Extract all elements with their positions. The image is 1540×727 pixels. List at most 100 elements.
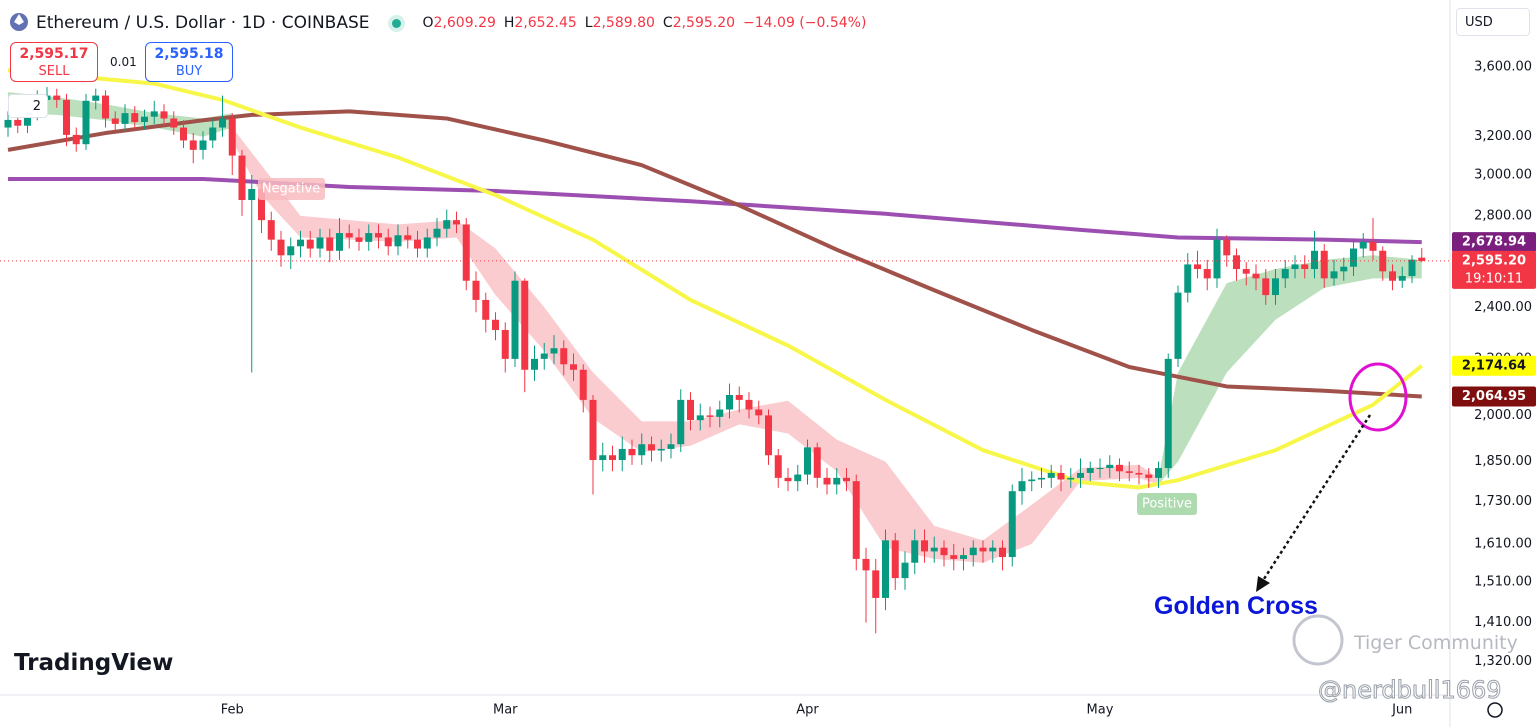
candle-body <box>267 220 275 240</box>
candle-body <box>297 239 304 247</box>
candle-body <box>1008 491 1016 558</box>
candle-body <box>121 113 129 124</box>
candle-body <box>960 555 967 559</box>
y-tick-label: 2,400.00 <box>1474 300 1532 315</box>
candle-body <box>823 477 831 485</box>
candle-body <box>813 447 821 478</box>
candle-body <box>150 111 158 117</box>
candle-body <box>1038 477 1045 480</box>
arrow-head <box>1256 576 1270 592</box>
candle-body <box>1086 468 1094 473</box>
candle-body <box>1252 273 1260 279</box>
candle-body <box>472 280 480 300</box>
candle-body <box>852 481 860 559</box>
candle-body <box>579 369 587 400</box>
candle-body <box>14 119 22 126</box>
candle-body <box>755 409 763 416</box>
candle-body <box>141 116 148 123</box>
indicators-toggle[interactable]: 2 <box>8 94 48 118</box>
candle-body <box>1359 241 1367 249</box>
symbol[interactable]: Ethereum / U.S. Dollar · 1D · COINBASE <box>36 13 370 33</box>
candle-body <box>453 220 460 225</box>
watermark: @nerdbull1669 <box>1318 676 1503 705</box>
candle-body <box>1242 269 1250 274</box>
candle-body <box>687 399 694 421</box>
buy-label: BUY <box>175 64 203 79</box>
candle-body <box>287 246 295 256</box>
buy-price: 2,595.18 <box>154 46 224 62</box>
candle-body <box>716 409 724 417</box>
candle-body <box>735 394 743 400</box>
candle-body <box>1272 278 1279 296</box>
candle-body <box>940 547 948 556</box>
candle-body <box>1389 271 1396 281</box>
candle-body <box>1164 358 1172 469</box>
candle-body <box>1135 472 1143 475</box>
brand: TradingView <box>14 650 174 676</box>
candle-body <box>1028 479 1036 482</box>
watermark-logo <box>1292 614 1344 666</box>
candle-body <box>667 444 675 449</box>
candle-body <box>1194 264 1201 270</box>
change: −14.09 (−0.54%) <box>743 15 867 31</box>
candle-body <box>784 477 792 482</box>
candle-body <box>638 444 646 456</box>
candle-body <box>599 455 607 461</box>
ohlc-open: O2,609.29 <box>423 15 496 31</box>
currency: USD <box>1465 15 1493 30</box>
currency-select[interactable]: USD <box>1456 8 1530 36</box>
y-tick-label: 1,320.00 <box>1474 654 1532 669</box>
x-tick-label: Feb <box>221 703 244 718</box>
buy-button[interactable]: 2,595.18 BUY <box>145 42 233 82</box>
candle-body <box>345 233 353 238</box>
candle-body <box>1320 250 1328 279</box>
candle-body <box>375 233 382 238</box>
candle-body <box>482 299 490 320</box>
sell-button[interactable]: 2,595.17 SELL <box>10 42 98 82</box>
candle-body <box>1233 255 1240 270</box>
candle-body <box>336 233 343 251</box>
candle-body <box>1174 292 1182 359</box>
y-tick-label: 2,000.00 <box>1474 408 1532 423</box>
candle-body <box>648 444 655 451</box>
candle-body <box>550 348 558 354</box>
price-tag <box>1452 232 1536 253</box>
candle-body <box>82 100 90 145</box>
sell-label: SELL <box>38 64 70 79</box>
candle-body <box>492 319 499 330</box>
market-status <box>391 18 401 28</box>
settings-icon[interactable] <box>1487 702 1503 718</box>
candle-body <box>521 280 529 370</box>
annotation-box <box>258 178 325 200</box>
ohlc-value: 2,652.45 <box>514 15 577 31</box>
candle-body <box>1398 276 1406 281</box>
brand-logo: TradingView <box>14 650 173 676</box>
candle-body <box>862 558 870 571</box>
y-tick-label: 1,610.00 <box>1474 536 1532 551</box>
candle-body <box>882 540 889 598</box>
y-tick-label: 3,600.00 <box>1474 59 1532 74</box>
header: Ethereum / U.S. Dollar · 1D · COINBASE O… <box>0 10 866 36</box>
candle-body <box>618 448 626 461</box>
price-tag-label: 2,595.20 <box>1462 253 1526 268</box>
ohlc-close: C2,595.20 <box>663 15 735 31</box>
ohlc-key: O <box>422 15 434 31</box>
candle-body <box>989 547 997 552</box>
x-tick-label: Apr <box>796 703 819 718</box>
candle-body <box>433 228 441 238</box>
candle-body <box>326 237 334 251</box>
golden-cross-label: Golden Cross <box>1154 592 1318 620</box>
candle-body <box>901 562 909 579</box>
sell-price: 2,595.17 <box>19 46 89 62</box>
y-tick-label: 1,850.00 <box>1474 454 1532 469</box>
moving-average <box>7 109 1422 399</box>
ohlc-key: C <box>662 15 673 31</box>
x-tick-label: May <box>1087 703 1114 718</box>
candle-body <box>677 399 685 445</box>
ohlc-low: L2,589.80 <box>585 15 655 31</box>
candle-body <box>1281 269 1289 279</box>
candle-body <box>24 113 31 126</box>
candle-body <box>511 280 519 359</box>
candle-body <box>1125 471 1133 473</box>
